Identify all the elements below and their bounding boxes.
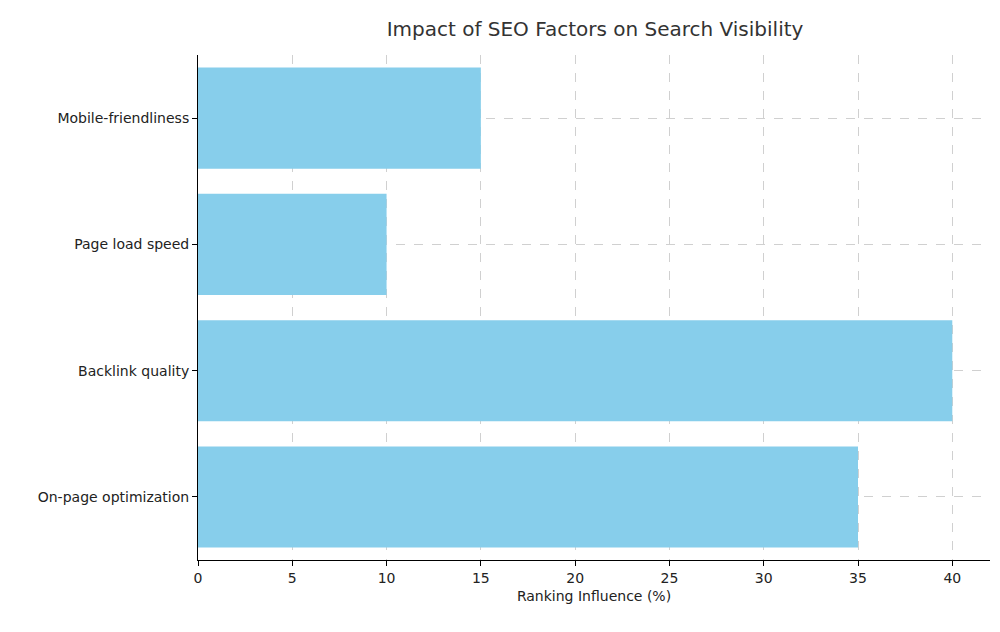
svg-text:Backlink quality: Backlink quality xyxy=(78,363,189,379)
svg-text:35: 35 xyxy=(849,570,867,586)
svg-text:Ranking Influence (%): Ranking Influence (%) xyxy=(517,588,671,604)
svg-text:25: 25 xyxy=(661,570,679,586)
svg-text:30: 30 xyxy=(755,570,773,586)
svg-text:On-page optimization: On-page optimization xyxy=(38,489,189,505)
svg-text:15: 15 xyxy=(472,570,490,586)
svg-text:10: 10 xyxy=(378,570,396,586)
svg-text:40: 40 xyxy=(943,570,961,586)
svg-text:Mobile-friendliness: Mobile-friendliness xyxy=(57,110,189,126)
svg-text:Page load speed: Page load speed xyxy=(74,236,189,252)
svg-text:Impact of SEO Factors on Searc: Impact of SEO Factors on Search Visibili… xyxy=(387,17,804,41)
svg-text:20: 20 xyxy=(566,570,584,586)
svg-text:0: 0 xyxy=(194,570,203,586)
svg-text:5: 5 xyxy=(288,570,297,586)
